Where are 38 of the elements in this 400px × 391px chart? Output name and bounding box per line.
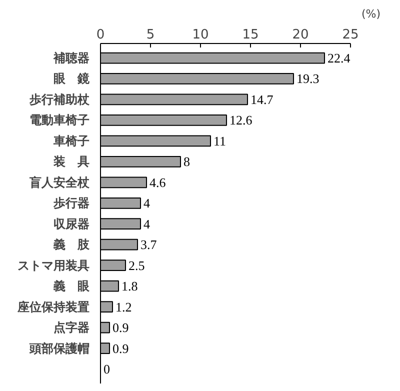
y-tick-label: 電動車椅子 xyxy=(30,113,90,128)
data-label: 0.9 xyxy=(112,340,129,356)
data-label: 1.8 xyxy=(122,278,138,294)
y-tick-label: ストマ用装具 xyxy=(18,258,90,272)
y-tick-label: 歩行器 xyxy=(52,196,90,210)
x-tick-label: 5 xyxy=(146,28,155,42)
data-label: 1.2 xyxy=(116,299,132,314)
data-label: 14.7 xyxy=(250,92,274,107)
data-label: 11 xyxy=(214,133,226,148)
y-tick-label: 座位保持装置 xyxy=(16,300,90,314)
data-label: 3.7 xyxy=(140,237,158,252)
data-label: 4 xyxy=(144,216,150,232)
x-tick-label: 10 xyxy=(192,28,209,42)
data-label: 8 xyxy=(184,154,190,170)
y-tick-label: 収尿器 xyxy=(54,216,90,231)
y-tick-label: 車椅子 xyxy=(52,134,90,148)
y-tick-label: 装 具 xyxy=(52,154,90,169)
data-label: 0 xyxy=(104,361,110,376)
data-label: 19.3 xyxy=(296,71,320,86)
x-tick-label: 0 xyxy=(96,28,105,42)
y-tick-label: 盲人安全杖 xyxy=(28,175,90,190)
data-label: 22.4 xyxy=(328,50,351,66)
y-tick-label: 眼 鏡 xyxy=(54,72,90,86)
x-tick-label: 20 xyxy=(292,28,309,42)
data-label: 2.5 xyxy=(128,258,145,273)
data-label: 0.9 xyxy=(112,320,129,336)
data-label: 4 xyxy=(144,196,150,211)
y-tick-label: 点字器 xyxy=(54,320,90,335)
data-label: 12.6 xyxy=(230,112,253,128)
y-tick-label: 頭部保護帽 xyxy=(28,341,90,356)
x-tick-label: 25 xyxy=(342,28,359,42)
data-label: 4.6 xyxy=(150,174,166,190)
y-tick-label: 補聴器 xyxy=(52,51,90,66)
x-tick-label: 15 xyxy=(242,28,259,42)
y-tick-label: 歩行補助杖 xyxy=(28,92,90,106)
y-tick-label: 義 眼 xyxy=(52,279,90,294)
x-axis-title: (%) xyxy=(361,8,381,20)
y-tick-label: 義 肢 xyxy=(52,238,90,252)
